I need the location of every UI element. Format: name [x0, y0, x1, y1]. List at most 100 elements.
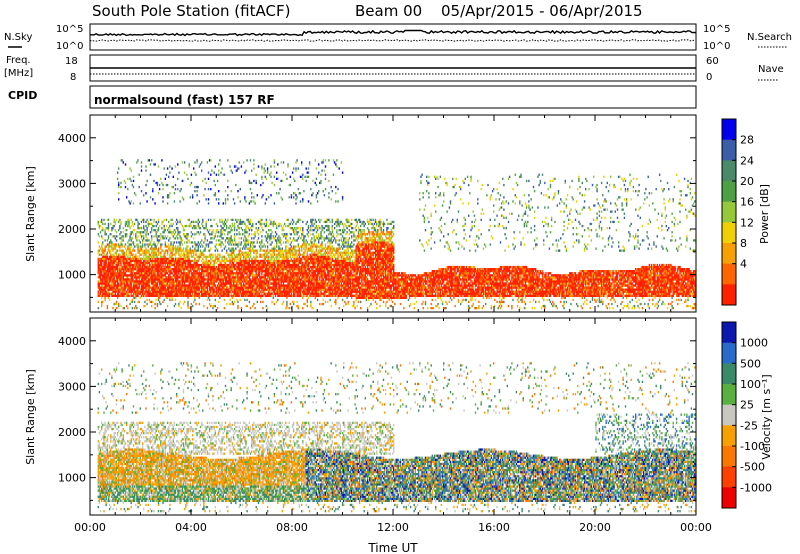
power-cell [243, 258, 244, 260]
power-cell [107, 252, 108, 254]
power-cell [149, 284, 150, 286]
power-cell [127, 188, 128, 190]
power-cell [102, 287, 103, 289]
power-cell [203, 227, 204, 229]
power-cell [298, 227, 299, 229]
power-cell [120, 182, 121, 184]
power-cell [185, 264, 186, 266]
power-cell [275, 248, 276, 250]
power-cell [162, 258, 163, 260]
power-cell [202, 245, 203, 247]
power-cell [306, 239, 307, 241]
power-cell [166, 262, 167, 264]
power-cell [284, 289, 285, 291]
power-cell [132, 237, 133, 239]
power-cell [228, 270, 229, 272]
power-cell [246, 305, 247, 307]
power-cell [273, 256, 274, 258]
power-cell [146, 272, 147, 274]
power-cell [264, 243, 265, 245]
power-cell [232, 239, 233, 241]
power-cell [157, 184, 158, 186]
power-cell [203, 276, 204, 278]
power-cell [191, 182, 192, 184]
power-cell [252, 272, 253, 274]
power-cell [220, 225, 221, 227]
power-cell [243, 291, 244, 293]
power-cell [221, 287, 222, 289]
power-cell [175, 280, 176, 282]
power-cell [240, 233, 241, 235]
power-cell [151, 219, 152, 221]
power-cell [291, 258, 292, 260]
power-cell [266, 252, 267, 254]
power-cell [245, 170, 246, 172]
power-cell [221, 268, 222, 270]
power-cell [115, 260, 116, 262]
power-cell [109, 276, 110, 278]
power-cell [250, 260, 251, 262]
power-cell [250, 278, 251, 280]
power-cell [269, 237, 270, 239]
power-cell [186, 248, 187, 250]
power-cell [196, 268, 197, 270]
power-cell [137, 159, 138, 161]
power-cell [137, 295, 138, 297]
power-cell [190, 196, 191, 198]
power-cell [257, 278, 258, 280]
power-cell [156, 282, 157, 284]
power-cell [132, 231, 133, 233]
power-cell [184, 229, 185, 231]
power-cell [184, 235, 185, 237]
power-cell [217, 256, 218, 258]
power-cell [296, 266, 297, 268]
power-cell [257, 301, 258, 303]
power-cell [261, 196, 262, 198]
power-cell [256, 254, 257, 256]
power-cell [215, 165, 216, 167]
power-cell [300, 176, 301, 178]
power-cell [240, 299, 241, 301]
power-cell [287, 278, 288, 280]
power-cell [145, 248, 146, 250]
power-cell [129, 167, 130, 169]
power-cell [244, 172, 245, 174]
power-cell [203, 291, 204, 293]
power-cell [226, 278, 227, 280]
power-cell [118, 278, 119, 280]
power-cell [254, 202, 255, 204]
power-cell [171, 245, 172, 247]
power-cell [193, 295, 194, 297]
power-cell [191, 276, 192, 278]
power-cell [109, 284, 110, 286]
power-cell [107, 254, 108, 256]
power-cell [154, 272, 155, 274]
power-cell [143, 270, 144, 272]
power-cell [175, 250, 176, 252]
power-cell [118, 186, 119, 188]
power-cell [104, 231, 105, 233]
power-cell [303, 243, 304, 245]
power-cell [252, 225, 253, 227]
power-cell [99, 284, 100, 286]
power-cell [174, 305, 175, 307]
power-cell [134, 192, 135, 194]
power-cell [267, 250, 268, 252]
power-cell [303, 268, 304, 270]
power-cell [265, 245, 266, 247]
power-cell [121, 159, 122, 161]
power-cell [231, 264, 232, 266]
power-cell [298, 188, 299, 190]
power-cell [284, 264, 285, 266]
power-cell [214, 293, 215, 295]
power-cell [146, 262, 147, 264]
power-cell [187, 268, 188, 270]
power-cell [168, 295, 169, 297]
power-cell [206, 182, 207, 184]
power-cell [275, 256, 276, 258]
power-cell [143, 231, 144, 233]
power-cell [106, 254, 107, 256]
power-cell [100, 282, 101, 284]
power-cell [187, 274, 188, 276]
power-cell [152, 198, 153, 200]
